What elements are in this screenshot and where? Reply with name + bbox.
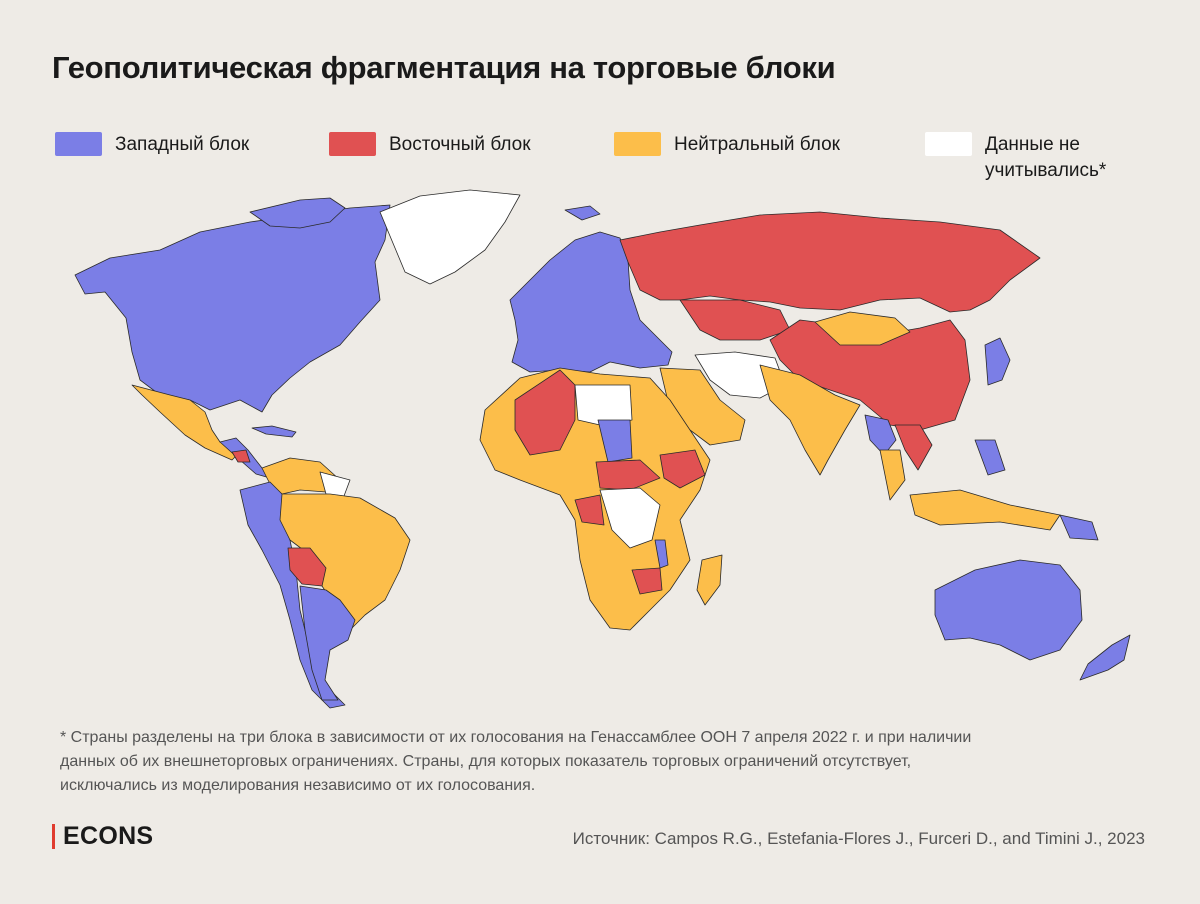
region-malawi [654,539,669,569]
chart-title: Геополитическая фрагментация на торговые… [52,50,836,85]
swatch-western [55,132,102,156]
region-philippines [974,439,1006,476]
legend-label-eastern: Восточный блок [389,134,531,155]
region-myanmar [864,414,897,456]
region-argentina [299,585,356,701]
legend-label-no-data: Данные не учитывались* [985,134,1107,181]
legend-item-no-data: Данные не учитывались* [925,132,1175,184]
brand-name: ECONS [63,822,154,850]
region-north-america [74,204,391,413]
region-kazakhstan [679,299,791,341]
region-iceland [564,205,601,221]
region-europe [509,231,673,373]
region-gabon-congo [574,494,605,526]
legend-label-neutral: Нейтральный блок [674,134,840,155]
region-drc [599,487,661,549]
swatch-eastern [329,132,376,156]
region-arctic-islands [249,197,346,229]
region-japan [984,337,1011,386]
region-greenland [379,189,521,285]
region-indonesia [909,489,1061,531]
legend: Западный блок Восточный блок Нейтральный… [0,132,1200,192]
region-car [595,459,661,491]
region-new-zealand [1079,634,1131,681]
region-bolivia [287,547,327,587]
region-zimbabwe [631,567,663,595]
region-ethiopia [659,449,706,489]
region-brazil [279,493,411,636]
region-india [759,364,861,476]
swatch-no-data [925,132,972,156]
region-nicaragua [231,449,251,463]
region-guyana [319,471,351,497]
region-thailand [879,449,906,501]
region-chad [597,419,633,463]
region-cuba [251,425,297,438]
swatch-neutral [614,132,661,156]
region-russia [619,211,1041,313]
legend-item-neutral: Нейтральный блок [614,132,840,158]
legend-item-eastern: Восточный блок [329,132,531,158]
legend-label-western: Западный блок [115,134,250,155]
region-mongolia [814,311,911,346]
legend-item-western: Западный блок [55,132,249,158]
region-libya [574,384,633,426]
logo-accent-bar [52,824,55,849]
region-png [1059,514,1099,541]
region-vietnam-laos [894,424,933,471]
source-note: Источник: Campos R.G., Estefania-Flores … [572,829,1145,848]
world-map [74,189,1131,709]
footnote: * Страны разделены на три блока в зависи… [60,729,972,794]
region-australia [934,559,1083,661]
brand-logo: ECONS [52,822,153,851]
region-madagascar [696,554,723,606]
region-algeria-mali [514,369,576,456]
